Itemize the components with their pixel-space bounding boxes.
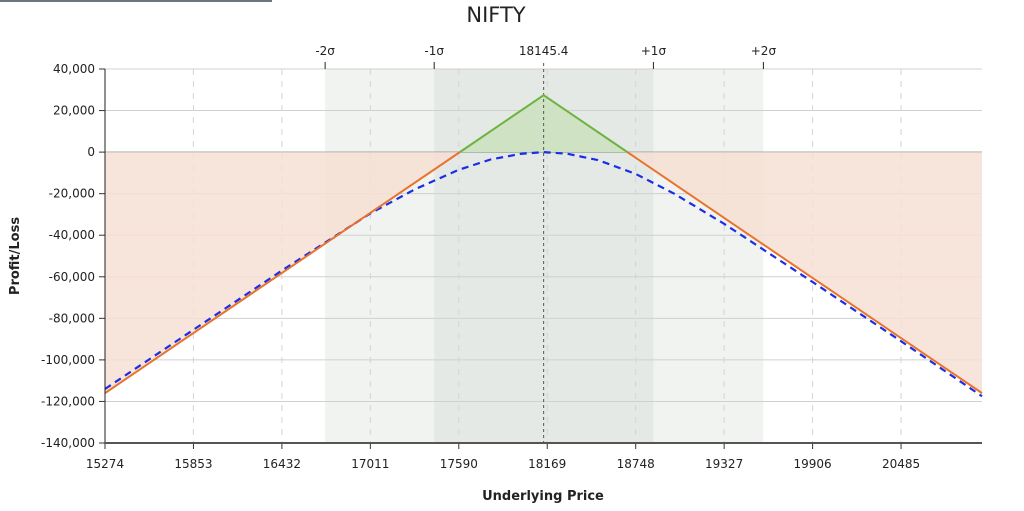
sigma-label: +1σ [641, 44, 667, 58]
x-tick-label: 20485 [882, 457, 920, 471]
top-border [0, 0, 272, 2]
y-tick-label: -20,000 [49, 187, 95, 201]
y-tick-label: -120,000 [41, 394, 95, 408]
x-tick-label: 19906 [793, 457, 831, 471]
spot-label: 18145.4 [519, 44, 569, 58]
x-axis-label: Underlying Price [482, 489, 604, 504]
chart-title: NIFTY [466, 3, 525, 27]
y-tick-label: -40,000 [49, 228, 95, 242]
sigma-label: +2σ [751, 44, 777, 58]
expiry-loss-line [626, 151, 983, 394]
sigma-label: -2σ [315, 44, 335, 58]
sigma-label: -1σ [424, 44, 444, 58]
x-tick-label: 18169 [528, 457, 566, 471]
y-tick-label: -100,000 [41, 353, 95, 367]
x-tick-label: 18748 [617, 457, 655, 471]
x-tick-label: 16432 [263, 457, 301, 471]
y-tick-label: -140,000 [41, 436, 95, 450]
x-tick-label: 17011 [351, 457, 389, 471]
y-tick-label: 40,000 [53, 62, 95, 76]
x-tick-label: 17590 [440, 457, 478, 471]
x-tick-label: 15274 [86, 457, 124, 471]
y-tick-label: -80,000 [49, 311, 95, 325]
y-tick-label: -60,000 [49, 270, 95, 284]
expiry-loss-line [104, 151, 461, 394]
expiry-profit-line [459, 93, 628, 153]
y-tick-label: 20,000 [53, 104, 95, 118]
x-tick-label: 19327 [705, 457, 743, 471]
x-tick-label: 15853 [174, 457, 212, 471]
y-tick-label: 0 [87, 145, 95, 159]
y-axis-label: Profit/Loss [8, 217, 23, 295]
